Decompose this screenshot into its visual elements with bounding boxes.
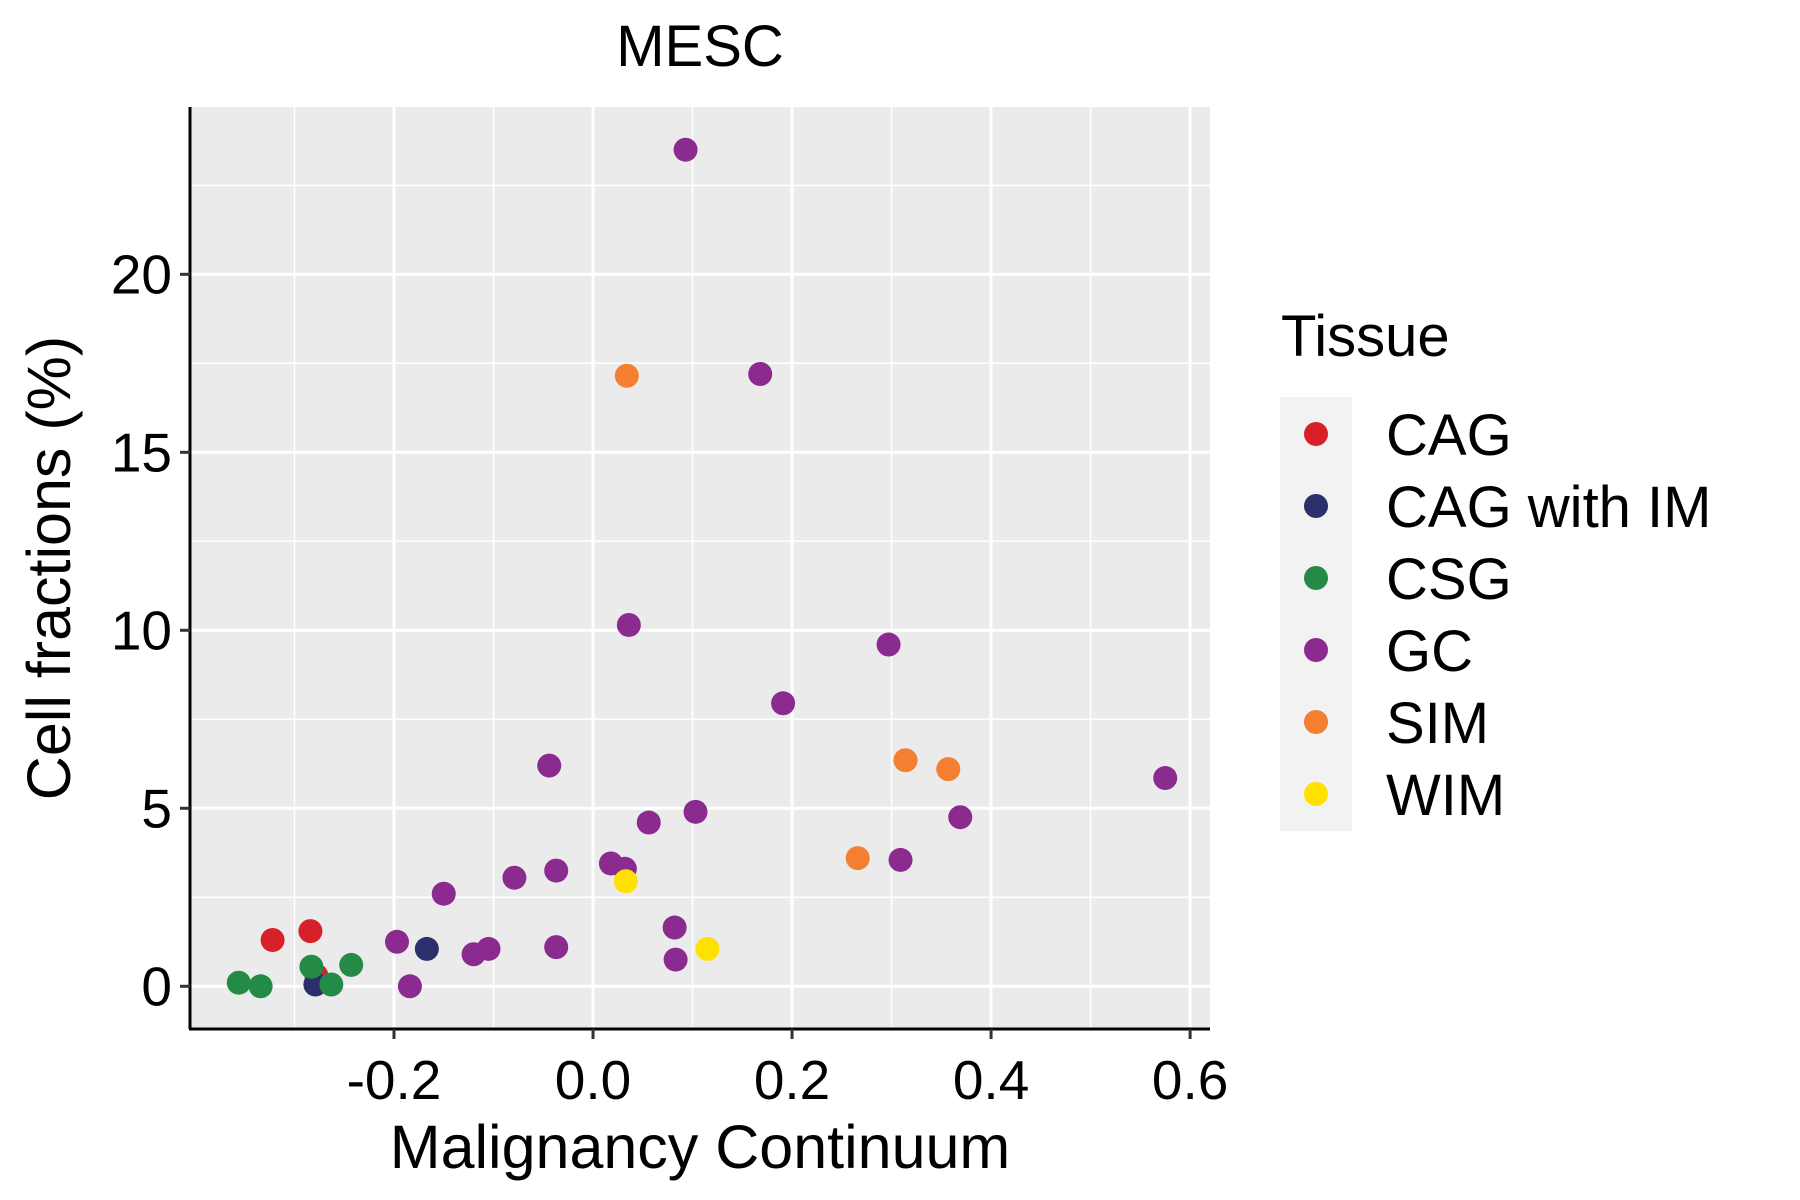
x-axis-ticks: -0.2 0.0 0.2 0.4 0.6 — [347, 1029, 1228, 1111]
data-point — [614, 363, 639, 388]
data-point — [544, 858, 569, 883]
data-point — [673, 137, 698, 162]
y-axis-ticks: 0 5 10 15 20 — [111, 243, 190, 1017]
x-tick-label: 0.2 — [754, 1049, 830, 1111]
y-tick-label: 20 — [111, 243, 172, 305]
legend-item: CSG — [1304, 547, 1512, 612]
series-wim — [613, 869, 720, 961]
data-point — [888, 847, 913, 872]
x-tick-label: 0.6 — [1152, 1049, 1228, 1111]
data-point — [299, 954, 324, 979]
data-point — [695, 936, 720, 961]
data-point — [544, 935, 569, 960]
plot-panel — [190, 107, 1210, 1029]
x-tick-label: -0.2 — [347, 1049, 442, 1111]
data-point — [662, 915, 687, 940]
data-point — [226, 970, 251, 995]
data-point — [771, 691, 796, 716]
y-axis-title: Cell fractions (%) — [15, 336, 83, 800]
data-point — [636, 810, 661, 835]
data-point — [260, 928, 285, 953]
data-point — [613, 869, 638, 894]
data-point — [876, 632, 901, 657]
plot-title: MESC — [616, 14, 784, 79]
legend-label: SIM — [1386, 691, 1489, 756]
data-point — [502, 865, 527, 890]
legend-item: WIM — [1304, 763, 1505, 828]
y-tick-label: 10 — [111, 599, 172, 661]
legend-label: CAG with IM — [1386, 475, 1712, 540]
series-csg — [226, 952, 364, 999]
data-point — [248, 974, 273, 999]
data-point — [339, 952, 364, 977]
legend-key-dot — [1304, 494, 1328, 518]
legend-label: GC — [1386, 619, 1473, 684]
legend-item: SIM — [1304, 691, 1489, 756]
legend-key-dot — [1304, 422, 1328, 446]
legend-key-background — [1280, 397, 1352, 831]
data-point — [845, 846, 870, 871]
legend-item: CAG with IM — [1304, 475, 1712, 540]
series-sim — [614, 363, 961, 871]
data-point — [1153, 766, 1178, 791]
legend-label: WIM — [1386, 763, 1505, 828]
data-point — [537, 753, 562, 778]
data-point — [414, 936, 439, 961]
data-point — [683, 799, 708, 824]
legend-item: CAG — [1304, 403, 1512, 468]
data-point — [319, 972, 344, 997]
legend-title: Tissue — [1281, 304, 1450, 369]
data-point — [298, 919, 323, 944]
y-tick-label: 0 — [141, 955, 172, 1017]
legend: Tissue CAG CAG with IM CSG GC SIM WIM — [1280, 304, 1712, 831]
data-point — [397, 974, 422, 999]
data-point — [663, 947, 688, 972]
data-point — [936, 757, 961, 782]
data-point — [948, 805, 973, 830]
data-point — [384, 929, 409, 954]
grid-minor — [190, 107, 1210, 1029]
y-tick-label: 15 — [111, 421, 172, 483]
data-point — [461, 942, 486, 967]
legend-item: GC — [1304, 619, 1473, 684]
data-point — [616, 612, 641, 637]
x-axis-title: Malignancy Continuum — [390, 1113, 1010, 1181]
data-point — [431, 881, 456, 906]
series-gc — [384, 137, 1178, 999]
x-tick-label: 0.0 — [555, 1049, 631, 1111]
x-tick-label: 0.4 — [953, 1049, 1029, 1111]
legend-label: CAG — [1386, 403, 1512, 468]
legend-key-dot — [1304, 566, 1328, 590]
data-points — [226, 137, 1178, 999]
data-point — [748, 361, 773, 386]
data-point — [893, 748, 918, 773]
legend-label: CSG — [1386, 547, 1512, 612]
legend-key-dot — [1304, 782, 1328, 806]
legend-key-dot — [1304, 710, 1328, 734]
legend-key-dot — [1304, 638, 1328, 662]
y-tick-label: 5 — [141, 777, 172, 839]
